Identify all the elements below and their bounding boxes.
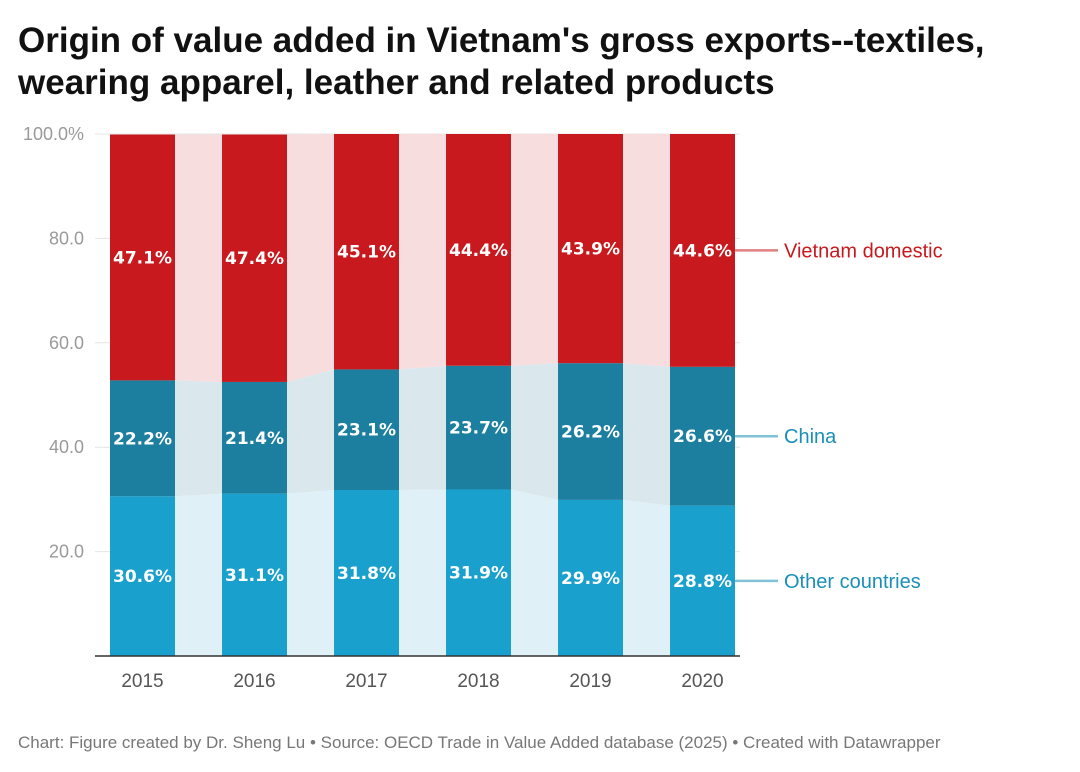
bar-label-vietnam-2018: 44.4% [449,241,508,261]
bar-label-vietnam-2015: 47.1% [113,248,172,268]
bar-china-2016 [222,381,287,494]
bar-label-china-2016: 21.4% [225,429,284,449]
chart-footer: Chart: Figure created by Dr. Sheng Lu • … [18,733,941,752]
bar-china-2015 [110,380,175,497]
axes: 20.0 40.0 60.0 80.0 100.0% 2015 2016 2017 2018 20… [23,124,740,692]
bar-label-vietnam-2020: 44.6% [673,241,732,261]
band-china-2016-2017 [287,369,334,494]
band-vietnam-2015-2016 [175,134,222,382]
band-other-2018-2019 [511,489,558,656]
bar-vietnam-2016 [222,134,287,382]
band-other-2016-2017 [287,490,334,656]
bar-china-2018 [446,365,511,490]
series-label-other: Other countries [784,571,921,593]
band-other-2017-2018 [399,489,446,656]
bar-china-2020 [670,366,735,506]
bar-label-china-2015: 22.2% [113,429,172,449]
chart-title: Origin of value added in Vietnam's gross… [18,21,985,102]
x-tick-label-2020: 2020 [681,671,723,692]
bar-label-vietnam-2017: 45.1% [337,243,396,263]
y-tick-label-1: 40.0 [49,437,84,457]
x-tick-label-2015: 2015 [121,671,163,692]
bar-vietnam-2015 [110,134,175,381]
band-other-2019-2020 [623,499,670,656]
band-vietnam-2018-2019 [511,134,558,366]
connector-bands [175,134,670,656]
bar-vietnam-2020 [670,134,735,367]
band-china-2019-2020 [623,363,670,506]
x-tick-label-2017: 2017 [345,671,387,692]
bar-other-2019 [558,499,623,656]
y-tick-label-4: 100.0% [23,124,84,144]
band-china-2017-2018 [399,365,446,491]
bar-vietnam-2017 [334,134,399,370]
bar-other-2017 [334,490,399,656]
series-labels: Other countries China Vietnam domestic [735,240,943,593]
bar-label-vietnam-2016: 47.4% [225,249,284,269]
bar-other-2020 [670,505,735,656]
bar-label-china-2018: 23.7% [449,419,508,439]
bar-label-other-2019: 29.9% [561,569,620,589]
x-tick-label-2019: 2019 [569,671,611,692]
x-tick-label-2018: 2018 [457,671,499,692]
y-tick-label-0: 20.0 [49,542,84,562]
series-label-vietnam: Vietnam domestic [784,240,943,262]
bar-label-china-2017: 23.1% [337,421,396,441]
bar-label-other-2020: 28.8% [673,572,732,592]
x-tick-label-2016: 2016 [233,671,275,692]
bar-label-china-2019: 26.2% [561,423,620,443]
bars [110,134,735,656]
band-other-2015-2016 [175,493,222,656]
band-vietnam-2016-2017 [287,134,334,382]
bar-value-labels: 30.6% 22.2% 47.1% 31.1% 21.4% 47.4% 31.8% 23.1%… [113,240,732,592]
bar-vietnam-2018 [446,134,511,366]
bar-china-2017 [334,369,399,491]
y-tick-label-2: 60.0 [49,333,84,353]
band-vietnam-2019-2020 [623,134,670,367]
y-tick-label-3: 80.0 [49,228,84,248]
band-vietnam-2017-2018 [399,134,446,370]
bar-label-vietnam-2019: 43.9% [561,240,620,260]
bar-label-other-2018: 31.9% [449,564,508,584]
bar-other-2018 [446,489,511,656]
bar-label-other-2017: 31.8% [337,564,396,584]
bar-other-2015 [110,496,175,656]
bar-china-2019 [558,363,623,500]
bar-vietnam-2019 [558,134,623,364]
band-china-2015-2016 [175,380,222,497]
bar-other-2016 [222,493,287,656]
series-label-china: China [784,426,837,448]
bar-label-china-2020: 26.6% [673,427,732,447]
bar-label-other-2016: 31.1% [225,566,284,586]
band-china-2018-2019 [511,363,558,500]
bar-label-other-2015: 30.6% [113,567,172,587]
